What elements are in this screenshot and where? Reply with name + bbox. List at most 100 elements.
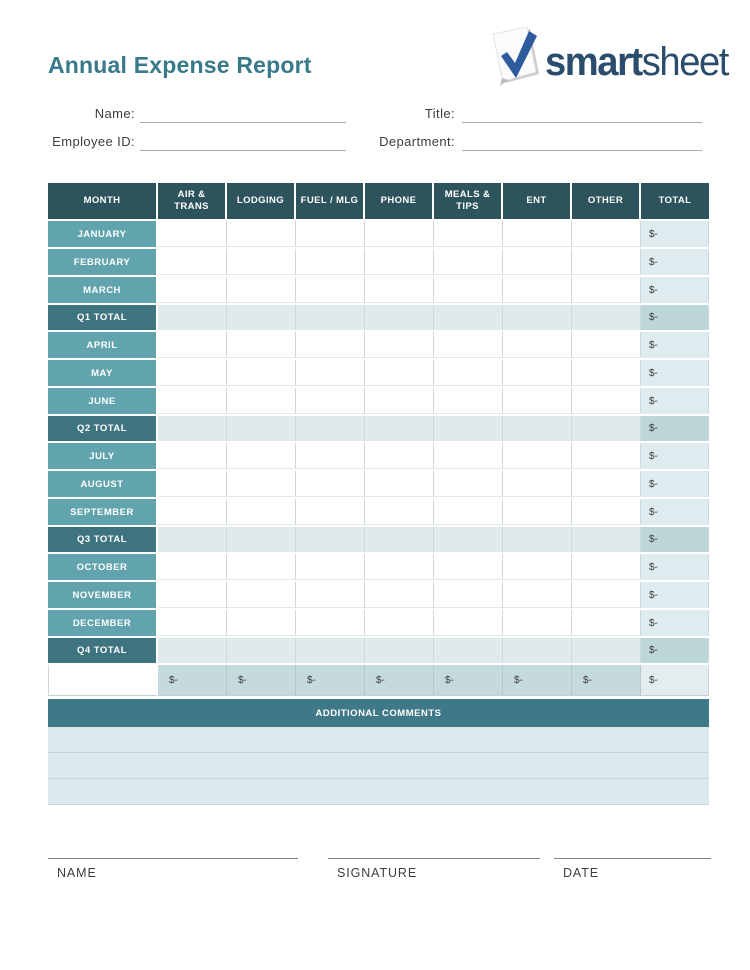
row-label-q4-total: Q4 TOTAL [48, 638, 158, 663]
comment-row-2[interactable] [48, 753, 709, 779]
expense-cell-september-fuel-mlg[interactable] [296, 499, 365, 525]
expense-cell-november-air-trans[interactable] [158, 582, 227, 608]
row-label-october: OCTOBER [48, 554, 158, 580]
expense-cell-may-ent[interactable] [503, 360, 572, 386]
expense-cell-june-ent[interactable] [503, 388, 572, 414]
expense-cell-january-ent[interactable] [503, 221, 572, 247]
expense-cell-april-other[interactable] [572, 332, 641, 358]
expense-cell-march-air-trans[interactable] [158, 277, 227, 303]
expense-cell-september-air-trans[interactable] [158, 499, 227, 525]
expense-cell-may-air-trans[interactable] [158, 360, 227, 386]
expense-cell-august-phone[interactable] [365, 471, 434, 497]
expense-cell-june-lodging[interactable] [227, 388, 296, 414]
expense-cell-december-fuel-mlg[interactable] [296, 610, 365, 636]
expense-cell-august-air-trans[interactable] [158, 471, 227, 497]
expense-cell-november-ent[interactable] [503, 582, 572, 608]
expense-cell-march-phone[interactable] [365, 277, 434, 303]
expense-cell-march-ent[interactable] [503, 277, 572, 303]
expense-cell-may-phone[interactable] [365, 360, 434, 386]
expense-cell-april-ent[interactable] [503, 332, 572, 358]
expense-cell-february-other[interactable] [572, 249, 641, 275]
signature-line[interactable] [328, 858, 540, 860]
expense-cell-june-fuel-mlg[interactable] [296, 388, 365, 414]
expense-cell-november-lodging[interactable] [227, 582, 296, 608]
expense-cell-october-fuel-mlg[interactable] [296, 554, 365, 580]
expense-cell-february-lodging[interactable] [227, 249, 296, 275]
expense-cell-april-meals-tips[interactable] [434, 332, 503, 358]
expense-cell-january-lodging[interactable] [227, 221, 296, 247]
expense-cell-june-meals-tips[interactable] [434, 388, 503, 414]
expense-cell-july-ent[interactable] [503, 443, 572, 469]
expense-cell-may-fuel-mlg[interactable] [296, 360, 365, 386]
expense-cell-october-lodging[interactable] [227, 554, 296, 580]
expense-cell-august-ent[interactable] [503, 471, 572, 497]
expense-cell-october-ent[interactable] [503, 554, 572, 580]
expense-cell-august-lodging[interactable] [227, 471, 296, 497]
expense-cell-march-other[interactable] [572, 277, 641, 303]
expense-cell-march-fuel-mlg[interactable] [296, 277, 365, 303]
name-field[interactable] [140, 106, 346, 123]
expense-cell-september-ent[interactable] [503, 499, 572, 525]
expense-cell-july-air-trans[interactable] [158, 443, 227, 469]
expense-cell-april-phone[interactable] [365, 332, 434, 358]
expense-cell-december-other[interactable] [572, 610, 641, 636]
expense-cell-july-lodging[interactable] [227, 443, 296, 469]
expense-cell-september-meals-tips[interactable] [434, 499, 503, 525]
expense-cell-december-ent[interactable] [503, 610, 572, 636]
expense-cell-january-phone[interactable] [365, 221, 434, 247]
expense-cell-april-lodging[interactable] [227, 332, 296, 358]
name-signature-line[interactable] [48, 858, 298, 860]
expense-cell-february-air-trans[interactable] [158, 249, 227, 275]
expense-cell-november-phone[interactable] [365, 582, 434, 608]
expense-cell-september-other[interactable] [572, 499, 641, 525]
expense-cell-february-ent[interactable] [503, 249, 572, 275]
expense-cell-may-lodging[interactable] [227, 360, 296, 386]
expense-cell-august-fuel-mlg[interactable] [296, 471, 365, 497]
expense-cell-june-air-trans[interactable] [158, 388, 227, 414]
expense-cell-january-meals-tips[interactable] [434, 221, 503, 247]
table-row-november: NOVEMBER $- [48, 582, 709, 608]
expense-cell-november-meals-tips[interactable] [434, 582, 503, 608]
expense-cell-october-phone[interactable] [365, 554, 434, 580]
expense-cell-may-other[interactable] [572, 360, 641, 386]
comment-row-1[interactable] [48, 727, 709, 753]
expense-cell-july-phone[interactable] [365, 443, 434, 469]
expense-cell-q1-total-air-trans [158, 305, 227, 330]
expense-cell-july-other[interactable] [572, 443, 641, 469]
expense-cell-december-meals-tips[interactable] [434, 610, 503, 636]
expense-cell-august-meals-tips[interactable] [434, 471, 503, 497]
expense-cell-march-lodging[interactable] [227, 277, 296, 303]
expense-cell-july-meals-tips[interactable] [434, 443, 503, 469]
expense-cell-september-lodging[interactable] [227, 499, 296, 525]
expense-cell-may-meals-tips[interactable] [434, 360, 503, 386]
expense-cell-november-fuel-mlg[interactable] [296, 582, 365, 608]
date-line[interactable] [554, 858, 711, 860]
expense-cell-january-fuel-mlg[interactable] [296, 221, 365, 247]
title-label: Title: [424, 106, 455, 121]
expense-cell-october-meals-tips[interactable] [434, 554, 503, 580]
expense-cell-february-fuel-mlg[interactable] [296, 249, 365, 275]
comment-row-3[interactable] [48, 779, 709, 805]
expense-cell-february-meals-tips[interactable] [434, 249, 503, 275]
expense-cell-january-air-trans[interactable] [158, 221, 227, 247]
expense-cell-december-air-trans[interactable] [158, 610, 227, 636]
department-field[interactable] [462, 134, 702, 151]
expense-cell-september-phone[interactable] [365, 499, 434, 525]
expense-cell-october-air-trans[interactable] [158, 554, 227, 580]
expense-cell-june-phone[interactable] [365, 388, 434, 414]
expense-cell-june-other[interactable] [572, 388, 641, 414]
expense-cell-july-fuel-mlg[interactable] [296, 443, 365, 469]
expense-cell-august-other[interactable] [572, 471, 641, 497]
expense-cell-march-meals-tips[interactable] [434, 277, 503, 303]
employee-id-field[interactable] [140, 134, 346, 151]
expense-cell-december-phone[interactable] [365, 610, 434, 636]
expense-cell-october-other[interactable] [572, 554, 641, 580]
expense-cell-january-other[interactable] [572, 221, 641, 247]
expense-cell-april-fuel-mlg[interactable] [296, 332, 365, 358]
title-field[interactable] [462, 106, 702, 123]
expense-cell-february-phone[interactable] [365, 249, 434, 275]
name-signature-label: NAME [57, 866, 97, 880]
expense-cell-april-air-trans[interactable] [158, 332, 227, 358]
expense-cell-november-other[interactable] [572, 582, 641, 608]
expense-cell-december-lodging[interactable] [227, 610, 296, 636]
